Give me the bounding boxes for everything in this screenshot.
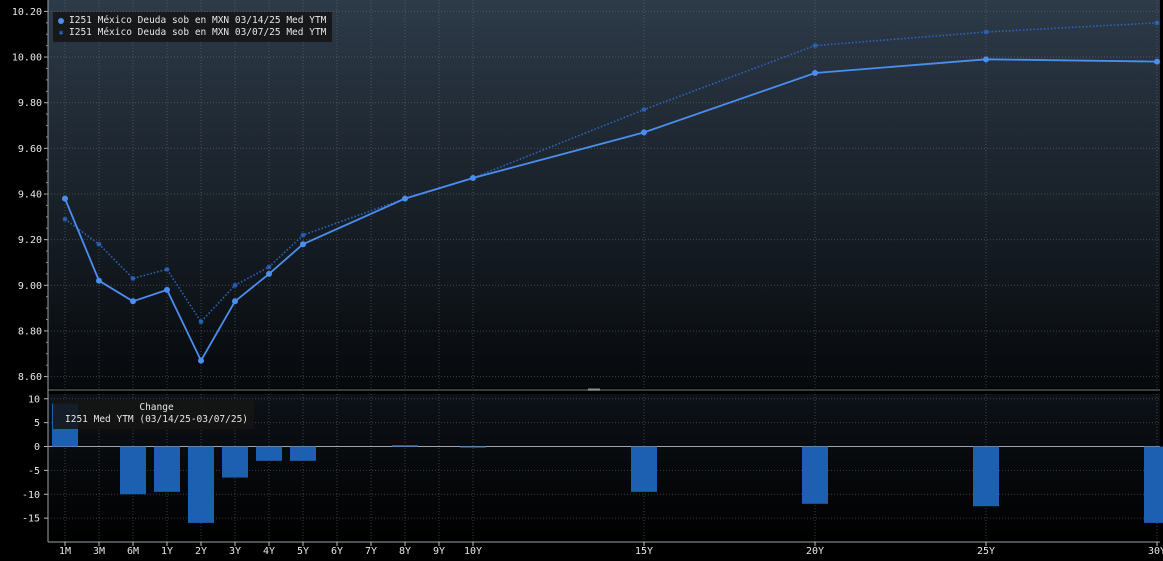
x-tick-label: 10Y <box>464 546 482 557</box>
current-point-5Y <box>300 241 306 248</box>
current-point-25Y <box>983 56 989 63</box>
bar-series-label: I251 Med YTM (03/14/25-03/07/25) <box>65 414 249 425</box>
x-tick-label: 4Y <box>263 546 275 557</box>
circle-marker-icon <box>58 18 64 24</box>
bar-chart-legend: Change I251 Med YTM (03/14/25-03/07/25) <box>53 400 255 429</box>
current-point-1M <box>62 195 68 202</box>
legend-label-previous: I251 México Deuda sob en MXN 03/07/25 Me… <box>69 27 327 38</box>
previous-point-20Y <box>812 43 818 49</box>
change-bar-1Y <box>154 446 180 492</box>
current-curve-line <box>64 58 1158 363</box>
x-tick-label: 1Y <box>161 546 173 557</box>
bar-chart-title: Change <box>139 402 174 413</box>
previous-point-5Y <box>300 232 306 238</box>
current-point-3Y <box>232 298 238 305</box>
x-tick-label: 6M <box>127 546 139 557</box>
x-tick-label: 30Y <box>1148 546 1163 557</box>
change-bar-4Y <box>256 446 282 461</box>
y-tick-label-bottom: 0 <box>34 442 40 453</box>
x-tick-label: 3Y <box>229 546 241 557</box>
panel-splitter-handle <box>588 388 600 391</box>
x-tick-label: 2Y <box>195 546 207 557</box>
y-tick-label-top: 9.40 <box>18 190 42 201</box>
change-bar-6M <box>120 446 146 495</box>
current-point-30Y <box>1154 58 1160 65</box>
current-point-4Y <box>266 270 272 277</box>
previous-point-3M <box>96 241 102 247</box>
change-bar-10Y <box>460 446 486 448</box>
previous-point-30Y <box>1154 20 1160 26</box>
x-tick-label: 20Y <box>806 546 824 557</box>
previous-point-2Y <box>198 319 204 325</box>
legend-entry-previous: ✱ I251 México Deuda sob en MXN 03/07/25 … <box>58 27 327 39</box>
previous-point-1Y <box>164 266 170 272</box>
x-tick-label: 3M <box>93 546 105 557</box>
current-point-3M <box>96 277 102 284</box>
y-tick-label-bottom: 5 <box>34 418 40 429</box>
y-tick-label-bottom: 10 <box>28 394 40 405</box>
change-bar-25Y <box>973 446 999 507</box>
y-tick-label-top: 9.80 <box>18 98 42 109</box>
current-point-8Y <box>402 195 408 202</box>
current-point-10Y <box>470 175 476 182</box>
y-tick-label-top: 8.80 <box>18 326 42 337</box>
change-bar-8Y <box>392 445 418 447</box>
previous-point-25Y <box>983 29 989 35</box>
previous-point-15Y <box>641 107 647 113</box>
current-point-15Y <box>641 129 647 136</box>
x-tick-label: 1M <box>59 546 71 557</box>
change-bar-2Y <box>188 446 214 523</box>
x-tick-label: 25Y <box>977 546 995 557</box>
y-tick-label-top: 9.60 <box>18 144 42 155</box>
x-tick-label: 9Y <box>433 546 445 557</box>
previous-point-4Y <box>266 264 272 270</box>
y-tick-label-top: 9.00 <box>18 281 42 292</box>
change-bar-20Y <box>802 446 828 504</box>
y-tick-label-top: 10.20 <box>12 7 42 18</box>
previous-point-6M <box>130 275 136 281</box>
x-tick-label: 7Y <box>365 546 377 557</box>
legend-entry-current: I251 México Deuda sob en MXN 03/14/25 Me… <box>58 15 326 27</box>
change-bar-15Y <box>631 446 657 492</box>
y-tick-label-top: 8.60 <box>18 372 42 383</box>
current-point-2Y <box>198 357 204 364</box>
star-marker-icon: ✱ <box>58 28 64 37</box>
top-panel-background <box>48 0 1160 388</box>
change-bar-3Y <box>222 446 248 478</box>
y-tick-label-bottom: -15 <box>22 514 40 525</box>
current-point-20Y <box>812 70 818 77</box>
previous-point-1M <box>62 216 68 222</box>
y-tick-label-top: 10.00 <box>12 53 42 64</box>
x-tick-label: 15Y <box>635 546 653 557</box>
change-bar-5Y <box>290 446 316 461</box>
previous-point-3Y <box>232 282 238 288</box>
legend-label-current: I251 México Deuda sob en MXN 03/14/25 Me… <box>69 15 327 26</box>
y-tick-label-top: 9.20 <box>18 235 42 246</box>
current-point-1Y <box>164 286 170 293</box>
y-tick-label-bottom: -5 <box>28 466 40 477</box>
change-bar-30Y <box>1144 446 1163 523</box>
current-point-6M <box>130 298 136 305</box>
x-tick-label: 8Y <box>399 546 411 557</box>
line-chart-legend: I251 México Deuda sob en MXN 03/14/25 Me… <box>53 12 333 42</box>
x-tick-label: 5Y <box>297 546 309 557</box>
x-tick-label: 6Y <box>331 546 343 557</box>
y-tick-label-bottom: -10 <box>22 490 40 501</box>
